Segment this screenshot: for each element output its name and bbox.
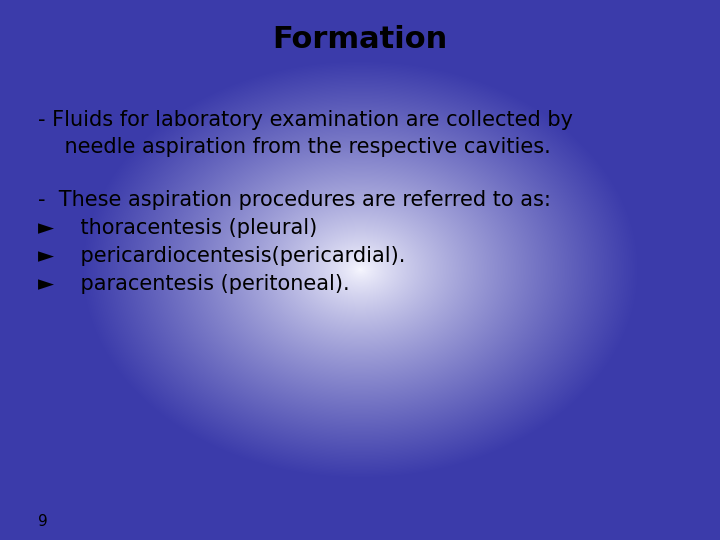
Text: -  These aspiration procedures are referred to as:: - These aspiration procedures are referr… <box>38 190 551 210</box>
Text: needle aspiration from the respective cavities.: needle aspiration from the respective ca… <box>38 137 551 157</box>
Text: ►    paracentesis (peritoneal).: ► paracentesis (peritoneal). <box>38 274 350 294</box>
Text: 9: 9 <box>38 515 48 530</box>
Text: - Fluids for laboratory examination are collected by: - Fluids for laboratory examination are … <box>38 110 573 130</box>
Text: ►    pericardiocentesis(pericardial).: ► pericardiocentesis(pericardial). <box>38 246 405 266</box>
Text: Formation: Formation <box>272 25 448 55</box>
Text: ►    thoracentesis (pleural): ► thoracentesis (pleural) <box>38 218 318 238</box>
